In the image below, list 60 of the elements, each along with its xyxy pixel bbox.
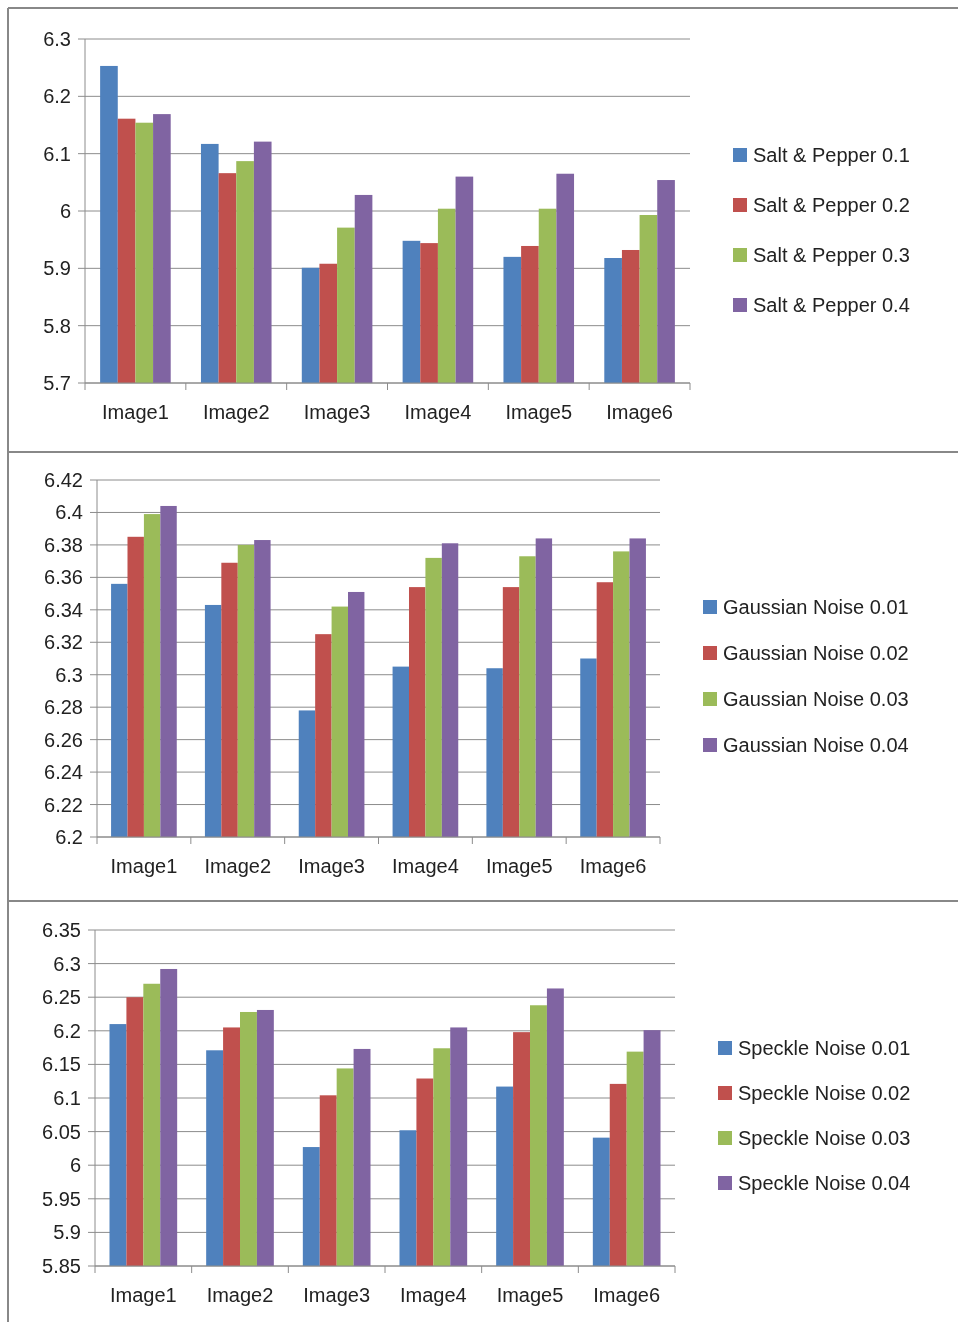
x-tick-label: Image2 [202,401,270,423]
x-tick-label: Image4 [399,1284,467,1306]
y-tick-label: 6.24 [44,761,83,784]
legend-label: Salt & Pepper 0.4 [753,294,910,316]
y-tick-label: 6.2 [53,1019,81,1042]
y-tick-label: 6.28 [44,696,83,719]
x-tick-label: Image1 [109,1284,177,1306]
y-tick-label: 6.26 [44,728,83,751]
y-tick-label: 6.3 [55,663,83,686]
x-tick-label: Image4 [392,855,459,877]
y-tick-label: 6.2 [43,85,71,108]
y-tick-label: 6 [69,1154,81,1177]
legend-label: Gaussian Noise 0.04 [723,734,909,756]
x-tick-label: Image1 [102,401,169,423]
x-tick-label: Image2 [206,1284,274,1306]
x-tick-label: Image4 [404,401,472,423]
y-tick-label: 6.3 [43,28,71,50]
y-tick-label: 6.3 [53,952,81,975]
x-tick-label: Image5 [496,1284,564,1306]
y-tick-label: 6 [59,200,71,222]
y-tick-label: 6.34 [44,598,83,621]
y-tick-label: 5.7 [43,372,71,394]
y-tick-label: 5.85 [42,1255,81,1277]
y-tick-label: 6.32 [44,631,83,654]
y-tick-label: 6.05 [42,1120,81,1143]
y-tick-label: 5.95 [42,1187,81,1210]
y-tick-label: 5.9 [53,1221,81,1244]
y-tick-label: 6.4 [55,501,83,524]
y-tick-label: 6.1 [53,1087,81,1109]
legend-label: Gaussian Noise 0.03 [723,688,909,710]
x-tick-label: Image3 [303,1284,371,1306]
legend-label: Gaussian Noise 0.02 [723,642,909,664]
x-tick-label: Image3 [298,855,365,877]
x-tick-label: Image5 [505,401,573,423]
y-tick-label: 5.8 [43,314,71,337]
x-tick-label: Image6 [593,1284,661,1306]
x-tick-label: Image5 [485,855,553,877]
x-tick-label: Image6 [606,401,673,423]
legend-label: Speckle Noise 0.01 [738,1037,911,1059]
y-tick-label: 6.25 [42,986,81,1009]
legend-label: Speckle Noise 0.02 [738,1082,911,1104]
y-tick-label: 5.9 [43,257,71,280]
y-tick-label: 6.35 [42,919,81,941]
y-tick-label: 6.1 [43,142,71,165]
legend-label: Speckle Noise 0.04 [738,1172,911,1194]
y-tick-label: 6.36 [44,566,83,589]
legend-label: Salt & Pepper 0.2 [753,194,910,216]
y-tick-label: 6.15 [42,1053,81,1076]
y-tick-label: 6.38 [44,533,83,556]
x-tick-label: Image1 [110,855,178,877]
y-tick-label: 6.22 [44,793,83,816]
y-tick-label: 6.42 [44,469,83,491]
y-tick-label: 6.2 [55,826,83,848]
legend-label: Speckle Noise 0.03 [738,1127,911,1149]
legend-label: Salt & Pepper 0.1 [753,144,910,166]
legend-label: Gaussian Noise 0.01 [723,596,909,618]
x-tick-label: Image2 [204,855,272,877]
x-tick-label: Image6 [579,855,647,877]
legend-label: Salt & Pepper 0.3 [753,244,910,266]
x-tick-label: Image3 [303,401,371,423]
